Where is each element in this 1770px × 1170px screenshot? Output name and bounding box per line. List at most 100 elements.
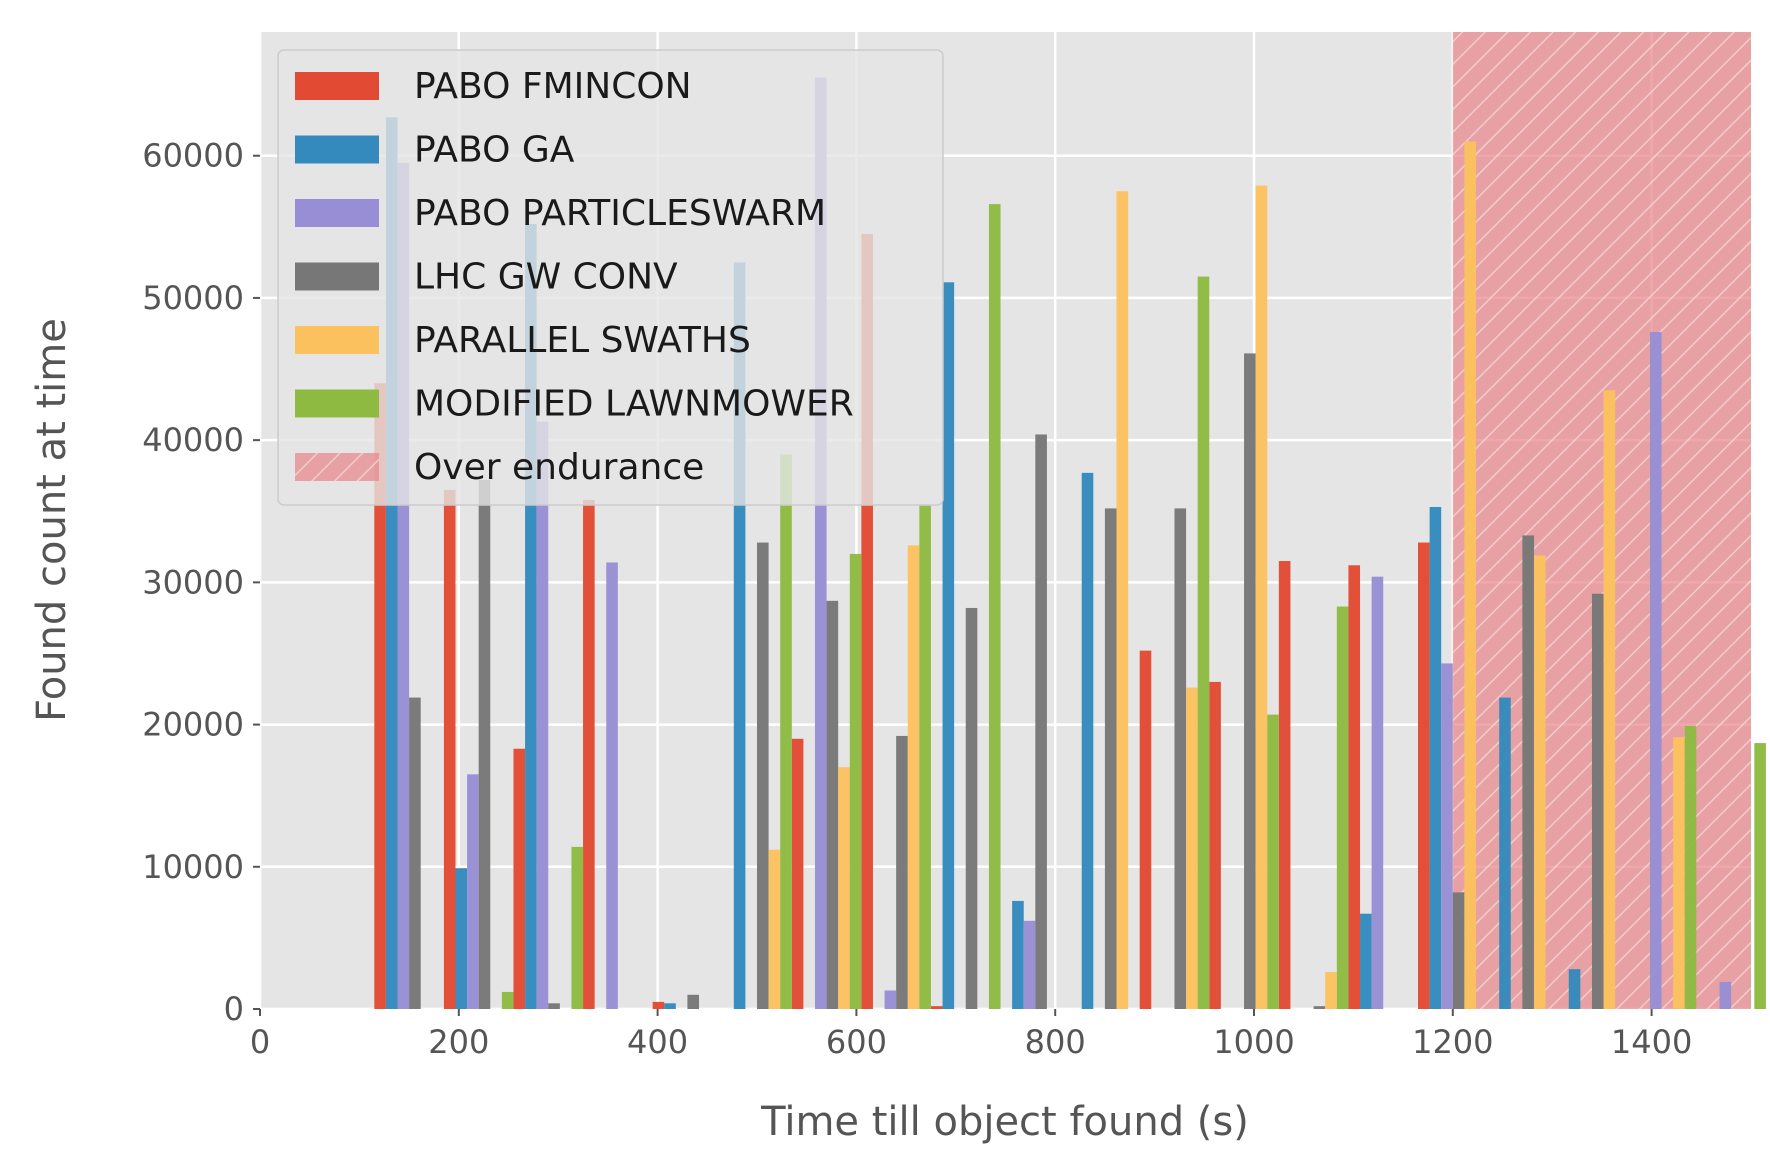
bar [536, 421, 549, 1009]
bar [583, 499, 595, 1009]
legend-label: PABO PARTICLESWARM [414, 193, 826, 234]
bar [988, 204, 1001, 1009]
bar [1348, 565, 1361, 1009]
bar [1116, 191, 1129, 1009]
bar [1673, 737, 1685, 1009]
y-tick-label: 40000 [142, 421, 244, 459]
bar [1313, 1006, 1326, 1009]
bar [1360, 913, 1372, 1009]
x-tick-label: 1200 [1412, 1023, 1493, 1061]
bar [965, 607, 978, 1009]
y-tick-label: 30000 [142, 563, 244, 601]
legend-swatch [295, 135, 379, 164]
y-tick-label: 50000 [142, 279, 244, 317]
x-axis-label: Time till object found (s) [760, 1099, 1249, 1145]
bar [501, 991, 514, 1009]
bar [467, 774, 479, 1009]
x-tick-label: 600 [826, 1023, 887, 1061]
bar [664, 1003, 676, 1009]
x-tick-label: 400 [627, 1023, 688, 1061]
legend-label: LHC GW CONV [414, 257, 678, 298]
bar [606, 562, 618, 1009]
bar [1649, 332, 1662, 1009]
bar [1325, 972, 1337, 1009]
bar [884, 990, 897, 1009]
bar [1209, 681, 1221, 1009]
bar [1452, 892, 1465, 1009]
bar [374, 383, 386, 1010]
bar [733, 262, 746, 1009]
bar [1371, 576, 1384, 1009]
bar [861, 233, 873, 1009]
y-tick-label: 10000 [142, 848, 244, 886]
bar [1278, 561, 1291, 1009]
bar [919, 505, 931, 1009]
legend-label: PABO FMINCON [414, 66, 692, 107]
bar [1429, 506, 1442, 1009]
bar [757, 542, 769, 1009]
bar [768, 849, 781, 1009]
bars [374, 77, 1766, 1010]
legend-label: PARALLEL SWATHS [414, 320, 751, 361]
bar [687, 994, 700, 1009]
bar [1591, 593, 1604, 1009]
bar [1603, 390, 1616, 1009]
legend-box [277, 49, 944, 506]
bar [548, 1003, 560, 1009]
legend-swatch [295, 262, 379, 291]
x-tick-label: 200 [428, 1023, 489, 1061]
bar [1754, 743, 1766, 1009]
bar [1267, 714, 1279, 1009]
bar [849, 553, 862, 1009]
bar [1023, 920, 1036, 1009]
bar [443, 489, 456, 1009]
bar [1441, 663, 1453, 1009]
legend-label: Over endurance [414, 447, 704, 488]
x-tick-label: 1400 [1611, 1023, 1692, 1061]
bar [1174, 508, 1187, 1009]
bar [907, 545, 920, 1009]
legend-label: MODIFIED LAWNMOWER [414, 384, 854, 425]
legend-swatch-hatch [295, 453, 379, 481]
y-tick-label: 20000 [142, 706, 244, 744]
bar [814, 77, 827, 1010]
bar [409, 697, 421, 1009]
axes: 0 200 400 600 800 1000 1200 1400 0 10000 20000 3000… [142, 137, 1692, 1061]
bar [791, 738, 804, 1009]
bar [826, 600, 839, 1009]
bar [571, 846, 584, 1009]
bar [1684, 725, 1697, 1009]
legend-swatch [295, 199, 379, 227]
bar [930, 1006, 943, 1009]
bar [1104, 508, 1117, 1009]
bar [1081, 472, 1094, 1010]
x-tick-label: 0 [250, 1023, 270, 1061]
bar [1499, 697, 1511, 1009]
bar [1533, 555, 1546, 1009]
bar [1464, 141, 1476, 1009]
bar [513, 748, 526, 1009]
bar [1568, 969, 1581, 1009]
y-tick-label: 0 [224, 990, 244, 1028]
bar [1522, 535, 1534, 1009]
bar [942, 282, 955, 1009]
bar [1197, 276, 1210, 1009]
legend-label: PABO GA [414, 130, 575, 171]
bar [478, 479, 491, 1009]
bar [525, 223, 537, 1010]
bar [1244, 353, 1256, 1010]
bar [385, 117, 398, 1009]
legend: PABO FMINCON PABO GA PABO PARTICLESWARM LHC… [277, 49, 944, 506]
x-tick-label: 1000 [1213, 1023, 1294, 1061]
bar [1139, 650, 1152, 1009]
legend-swatch [295, 389, 379, 418]
bar [1012, 900, 1024, 1009]
bar [780, 454, 792, 1009]
y-tick-label: 60000 [142, 137, 244, 175]
bar [455, 868, 468, 1009]
bar [1255, 185, 1268, 1009]
x-tick-label: 800 [1025, 1023, 1086, 1061]
bar [838, 767, 850, 1009]
bar [652, 1001, 665, 1009]
